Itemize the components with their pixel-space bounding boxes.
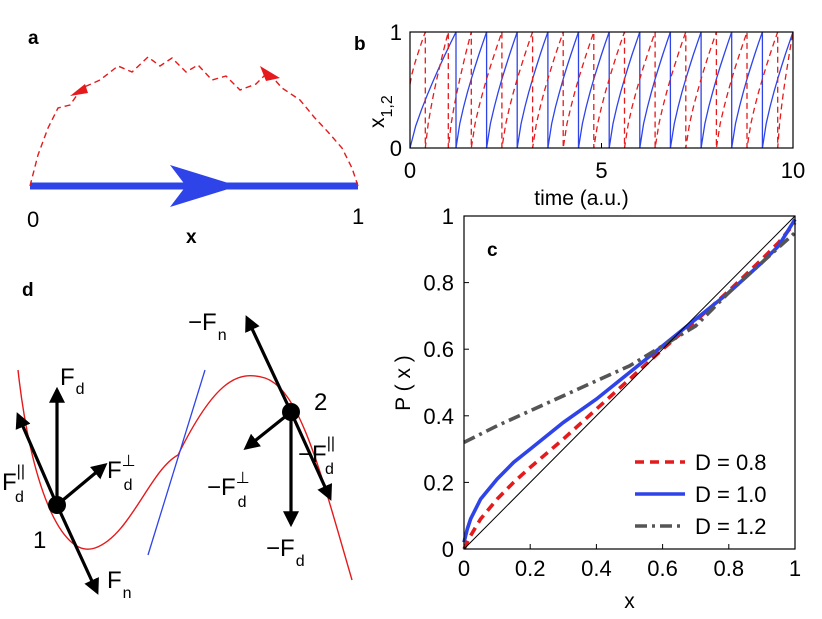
- series-D-0-8: [462, 221, 797, 550]
- series-D-1-0: [462, 218, 797, 543]
- force-arrow-negFd-perp: [243, 410, 292, 450]
- ytick-label-1: 1: [390, 20, 402, 45]
- xlabel-c: x: [624, 590, 635, 613]
- label-negFd: −Fd: [266, 535, 305, 570]
- label-negFd-perp-main: −F: [207, 474, 236, 501]
- label-Fn-main: F: [107, 567, 122, 594]
- label-Fd-sub: d: [76, 381, 85, 398]
- direction-arrow: [170, 165, 238, 207]
- panel-c: c 0 0.2 0.4 0.6 0.8 1 0 0.2 0.4 0.6 0.8 1 x P ( x ) D …: [392, 204, 801, 613]
- ytick-label-0.6: 0.6: [423, 337, 454, 362]
- panel-a-label: a: [28, 28, 39, 49]
- label-Fd-par-main: F: [2, 469, 17, 496]
- plot-frame-c: [463, 215, 796, 550]
- xtick-label-5: 5: [595, 158, 607, 183]
- label-Fd-par: F|| d: [2, 463, 25, 506]
- label-Fd-perp-main: F: [107, 457, 122, 484]
- force-arrow-Fn: [55, 504, 99, 595]
- label-Fd-par-sub: d: [15, 489, 24, 506]
- xlabel-b: time (a.u.): [534, 187, 629, 210]
- tangent-line: [147, 369, 206, 556]
- panel-a-xlabel: x: [186, 227, 197, 248]
- chart-c: 0 0.2 0.4 0.6 0.8 1 0 0.2 0.4 0.6 0.8 1 x P ( x ) D = …: [392, 204, 801, 613]
- ytick-label-0.2: 0.2: [423, 470, 454, 495]
- series-x1: [409, 31, 794, 149]
- label-negFd-sub: d: [296, 553, 305, 570]
- ytick-label-0: 0: [442, 537, 454, 562]
- chart-b: 0 5 10 0 1 time (a.u.) x1,2: [366, 20, 805, 210]
- label-negFd-par-sup: ||: [327, 435, 335, 452]
- ylabel-b-sub: 1,2: [379, 95, 396, 117]
- force-arrow-Fd-par: [15, 412, 59, 506]
- label-Fd-par-sup: ||: [17, 463, 25, 480]
- label-negFd-par-main: −F: [298, 441, 327, 468]
- label-Fn-sub: n: [123, 585, 132, 602]
- label-negFd-par: −F|| d: [298, 435, 335, 478]
- panel-a: a 0 1 x: [27, 28, 364, 248]
- ylabel-b-main: x: [366, 117, 389, 128]
- label-Fn: Fn: [107, 567, 132, 602]
- label-negFn-sub: n: [218, 327, 227, 344]
- legend-label-0: D = 0.8: [695, 450, 767, 475]
- series-x2: [409, 31, 794, 149]
- force-arrow-negFn: [245, 315, 293, 413]
- potential-curve: [17, 369, 353, 581]
- point-2-label: 2: [314, 389, 327, 416]
- point-1: [48, 496, 66, 514]
- series-D-1-2: [463, 231, 797, 445]
- ytick-label-0.8: 0.8: [423, 271, 454, 296]
- force-arrow-Fd-perp: [55, 462, 108, 507]
- label-negFd-par-sub: d: [325, 461, 334, 478]
- label-negFd-perp: −F⊥ d: [207, 470, 250, 511]
- xtick-label-0.6: 0.6: [647, 556, 678, 581]
- legend-label-2: D = 1.2: [695, 514, 767, 539]
- trajectory-arrow-left: [70, 84, 88, 96]
- xtick-label-0.2: 0.2: [515, 556, 546, 581]
- xtick-label-10: 10: [781, 158, 805, 183]
- label-Fd-perp-sub: d: [124, 477, 133, 494]
- label-negFn: −Fn: [188, 309, 227, 344]
- label-Fd-main: F: [60, 364, 75, 391]
- point-1-label: 1: [33, 527, 46, 554]
- label-negFn-main: −F: [188, 309, 217, 336]
- point-2: [282, 403, 300, 421]
- trajectory-arrow-right: [260, 66, 280, 81]
- xtick-label-0.8: 0.8: [714, 556, 745, 581]
- point-1-forces: [15, 386, 108, 595]
- ytick-label-0: 0: [390, 136, 402, 161]
- panel-b: b 0 5 10 0 1 time (a.u.) x1,2: [354, 20, 805, 210]
- force-arrow-negFd-par: [289, 411, 332, 501]
- ytick-label-0.4: 0.4: [423, 404, 454, 429]
- label-Fd-perp-sup: ⊥: [122, 453, 136, 470]
- ylabel-c: P ( x ): [392, 355, 415, 411]
- panel-a-end-label: 1: [352, 204, 364, 229]
- ylabel-b: x1,2: [366, 95, 396, 128]
- panel-b-label: b: [354, 34, 366, 55]
- panel-c-label: c: [487, 240, 498, 261]
- label-negFd-main: −F: [266, 535, 295, 562]
- panel-d: d 1 2 Fd F|| d F⊥ d Fn −Fn −F⊥ d −F|: [2, 280, 353, 602]
- series-identity: [463, 215, 796, 550]
- legend-label-1: D = 1.0: [695, 482, 767, 507]
- panel-a-start-label: 0: [27, 207, 39, 232]
- xtick-label-0.4: 0.4: [581, 556, 612, 581]
- xtick-label-0: 0: [458, 556, 470, 581]
- label-Fd: Fd: [60, 364, 85, 398]
- label-Fd-perp: F⊥ d: [107, 453, 136, 494]
- label-negFd-perp-sub: d: [238, 494, 247, 511]
- point-2-forces: [243, 315, 332, 528]
- label-negFd-perp-sup: ⊥: [236, 470, 250, 487]
- ytick-label-1: 1: [442, 204, 454, 229]
- reset-trajectory: [29, 56, 359, 187]
- xtick-label-1: 1: [789, 556, 801, 581]
- xtick-label-0: 0: [404, 158, 416, 183]
- panel-d-label: d: [22, 280, 34, 301]
